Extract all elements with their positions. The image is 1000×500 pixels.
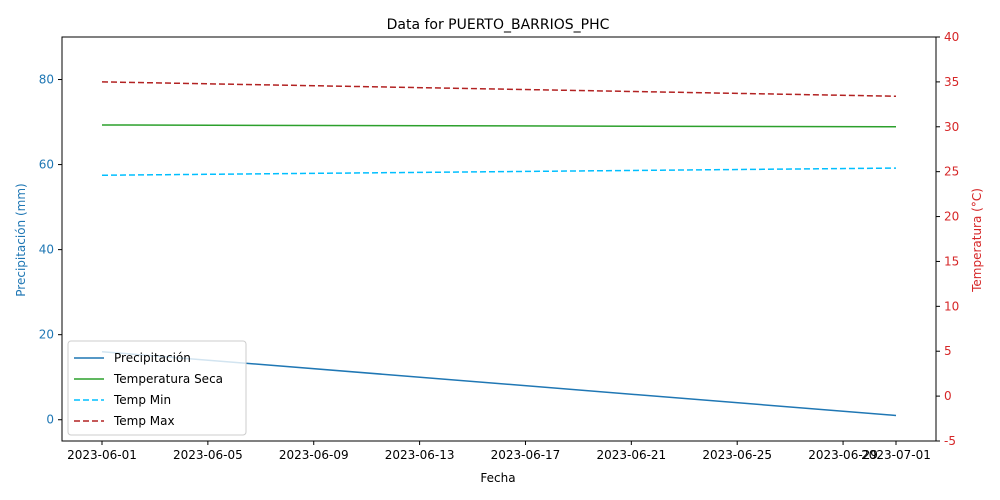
legend-label: Temperatura Seca (113, 372, 223, 386)
y-right-tick-label: 10 (944, 299, 959, 313)
x-tick-label: 2023-06-21 (596, 448, 666, 462)
legend: Precipitación Temperatura Seca Temp Min Tem… (67, 340, 247, 436)
y-left-tick-label: 20 (39, 328, 54, 342)
y-axis-right-title: Temperatura (°C) (970, 188, 984, 293)
y-right-tick-label: 0 (944, 389, 952, 403)
y-left-tick-label: 0 (46, 413, 54, 427)
y-axis-right: -5 0 5 10 15 20 25 30 35 40 (936, 30, 959, 448)
legend-label: Precipitación (114, 351, 191, 365)
y-right-tick-label: 15 (944, 254, 959, 268)
y-right-tick-label: 25 (944, 165, 959, 179)
y-right-tick-label: 20 (944, 210, 959, 224)
x-axis: 2023-06-01 2023-06-05 2023-06-09 2023-06-13… (67, 441, 931, 462)
x-tick-label: 2023-07-01 (861, 448, 931, 462)
y-left-tick-label: 80 (39, 73, 54, 87)
x-tick-label: 2023-06-09 (279, 448, 349, 462)
x-axis-title: Fecha (480, 471, 515, 485)
x-tick-label: 2023-06-25 (702, 448, 772, 462)
x-tick-label: 2023-06-01 (67, 448, 137, 462)
y-left-tick-label: 40 (39, 243, 54, 257)
series-line-temperatura-seca (101, 124, 897, 128)
legend-label: Temp Max (113, 414, 175, 428)
y-right-tick-label: 5 (944, 344, 952, 358)
y-right-tick-label: -5 (944, 434, 956, 448)
y-right-tick-label: 35 (944, 75, 959, 89)
legend-box (67, 340, 247, 436)
series-line-temp-max (101, 81, 897, 97)
y-axis-left-title: Precipitación (mm) (14, 183, 28, 296)
plot-frame (61, 36, 937, 442)
y-left-tick-label: 60 (39, 158, 54, 172)
x-tick-label: 2023-06-05 (173, 448, 243, 462)
y-right-tick-label: 30 (944, 120, 959, 134)
x-tick-label: 2023-06-17 (491, 448, 561, 462)
x-tick-label: 2023-06-13 (385, 448, 455, 462)
series-line-temp-min (101, 167, 897, 177)
y-right-tick-label: 40 (944, 30, 959, 44)
legend-label: Temp Min (113, 393, 171, 407)
y-axis-left: 0 20 40 60 80 (39, 73, 62, 427)
chart-title: Data for PUERTO_BARRIOS_PHC (387, 17, 610, 33)
x-tick-label: 2023-06-29 (808, 448, 878, 462)
